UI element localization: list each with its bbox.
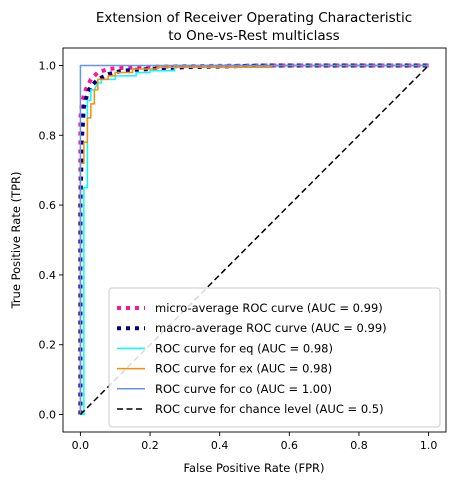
- legend-box: [108, 287, 441, 428]
- series-line-2: [80, 64, 429, 416]
- legend: micro-average ROC curve (AUC = 0.99) macr…: [108, 287, 441, 428]
- x-tick-label: 0.4: [211, 439, 229, 452]
- series-layer: [78, 63, 430, 416]
- legend-label-4: ROC curve for co (AUC = 1.00): [155, 382, 332, 396]
- y-tick-label: 0.6: [39, 199, 57, 212]
- x-tick-label: 0.6: [281, 439, 299, 452]
- axes-layer: 0.0 0.2 0.4 0.6 0.8 1.0 0.0 0.2 0.4 0.6 0.8 1.0: [39, 47, 447, 452]
- y-axis-label: True Positive Rate (TPR): [9, 171, 23, 309]
- series-line-1: [78, 63, 429, 415]
- y-tick-label: 0.4: [39, 269, 57, 282]
- y-tick-label: 1.0: [39, 59, 57, 72]
- legend-label-2: ROC curve for eq (AUC = 0.98): [155, 341, 333, 355]
- series-line-4: [79, 64, 429, 415]
- legend-label-3: ROC curve for ex (AUC = 0.98): [155, 362, 332, 376]
- x-tick-label: 1.0: [420, 439, 438, 452]
- legend-label-1: macro-average ROC curve (AUC = 0.99): [155, 321, 387, 335]
- series-line-3: [79, 64, 429, 415]
- y-tick-label: 0.8: [39, 129, 57, 142]
- x-axis-label: False Positive Rate (FPR): [183, 461, 324, 475]
- y-tick-label: 0.2: [39, 339, 57, 352]
- chart-title-line-2: to One-vs-Rest multiclass: [168, 28, 339, 44]
- x-tick-label: 0.2: [141, 439, 159, 452]
- axes-frame: [62, 47, 447, 433]
- y-tick-label: 0.0: [39, 409, 57, 422]
- series-line-5: [79, 64, 430, 416]
- legend-label-0: micro-average ROC curve (AUC = 0.99): [155, 301, 383, 315]
- legend-label-5: ROC curve for chance level (AUC = 0.5): [155, 402, 384, 416]
- x-tick-label: 0.0: [72, 439, 90, 452]
- chart-title-line-1: Extension of Receiver Operating Characte…: [96, 10, 412, 26]
- x-tick-label: 0.8: [350, 439, 368, 452]
